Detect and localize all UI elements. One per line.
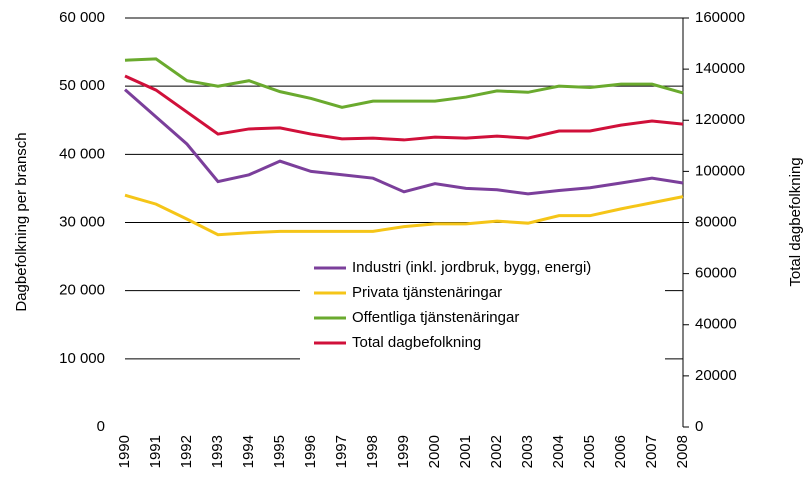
y-axis-label: Dagbefolkning per bransch xyxy=(13,132,30,311)
y2-tick-label: 60000 xyxy=(695,265,737,282)
x-tick-label: 1993 xyxy=(209,435,226,468)
y2-tick-label: 160000 xyxy=(695,9,745,26)
series-line xyxy=(124,193,684,237)
y2-tick-label: 80000 xyxy=(695,213,737,230)
y2-tick-label: 40000 xyxy=(695,316,737,333)
x-tick-label: 1992 xyxy=(178,435,195,468)
legend-label: Offentliga tjänstenäringar xyxy=(352,309,519,326)
legend-box xyxy=(300,258,665,378)
x-tick-label: 2003 xyxy=(519,435,536,468)
legend-label: Industri (inkl. jordbruk, bygg, energi) xyxy=(352,259,591,276)
y2-axis-label: Total dagbefolkning xyxy=(787,157,804,286)
y-tick-label: 60 000 xyxy=(59,9,105,26)
x-tick-label: 1990 xyxy=(116,435,133,468)
x-tick-label: 2001 xyxy=(457,435,474,468)
y-tick-label: 30 000 xyxy=(59,213,105,230)
x-tick-label: 2000 xyxy=(426,435,443,468)
x-tick-label: 2008 xyxy=(674,435,691,468)
x-tick-label: 2006 xyxy=(612,435,629,468)
y2-tick-label: 140000 xyxy=(695,60,745,77)
legend-label: Privata tjänstenäringar xyxy=(352,284,502,301)
x-tick-label: 1996 xyxy=(302,435,319,468)
y-tick-label: 0 xyxy=(97,418,105,435)
series-line xyxy=(124,57,684,109)
series-line xyxy=(124,74,684,142)
x-tick-label: 1997 xyxy=(333,435,350,468)
x-tick-label: 1998 xyxy=(364,435,381,468)
x-tick-label: 1994 xyxy=(240,435,257,468)
x-tick-label: 1995 xyxy=(271,435,288,468)
y-tick-label: 40 000 xyxy=(59,145,105,162)
y2-tick-label: 100000 xyxy=(695,162,745,179)
x-tick-label: 2005 xyxy=(581,435,598,468)
x-tick-label: 1999 xyxy=(395,435,412,468)
x-tick-label: 1991 xyxy=(147,435,164,468)
x-tick-label: 2007 xyxy=(643,435,660,468)
x-tick-label: 2004 xyxy=(550,435,567,468)
y2-tick-label: 0 xyxy=(695,418,703,435)
x-tick-label: 2002 xyxy=(488,435,505,468)
y2-tick-label: 20000 xyxy=(695,367,737,384)
y-tick-label: 20 000 xyxy=(59,282,105,299)
y-tick-label: 50 000 xyxy=(59,77,105,94)
y2-tick-label: 120000 xyxy=(695,111,745,128)
y-tick-label: 10 000 xyxy=(59,350,105,367)
series-line xyxy=(124,88,684,196)
legend-label: Total dagbefolkning xyxy=(352,334,481,351)
